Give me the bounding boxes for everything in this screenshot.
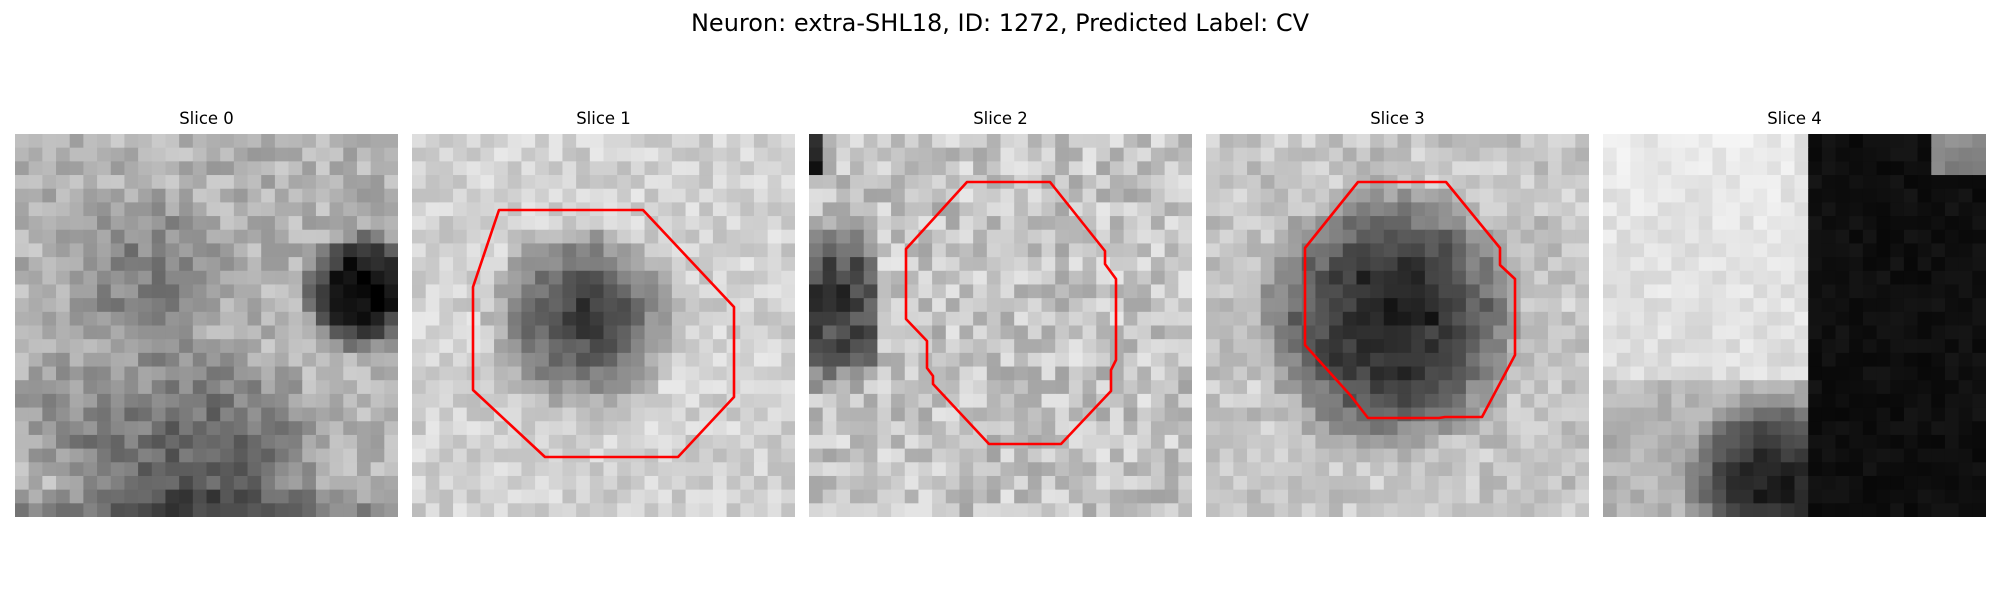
figure-title: Neuron: extra-SHL18, ID: 1272, Predicted… (690, 9, 1310, 37)
slice-image (1206, 134, 1589, 517)
panel-title: Slice 2 (973, 109, 1028, 128)
panel-title: Slice 1 (576, 109, 631, 128)
segmentation-contour (471, 208, 736, 459)
slice-image (412, 134, 795, 517)
slice-image (15, 134, 398, 517)
segmentation-contour (904, 180, 1118, 446)
panel-title: Slice 0 (179, 109, 234, 128)
segmentation-contour (1303, 180, 1517, 420)
slice-image (809, 134, 1192, 517)
panel-title: Slice 3 (1370, 109, 1425, 128)
panel-title: Slice 4 (1767, 109, 1822, 128)
slice-image (1603, 134, 1986, 517)
